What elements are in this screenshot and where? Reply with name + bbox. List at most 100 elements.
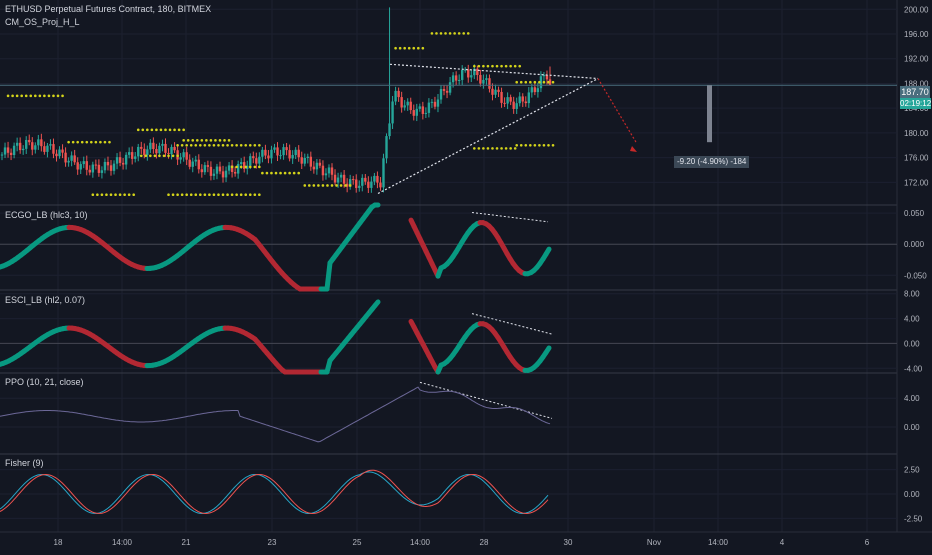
candle-body <box>31 142 33 149</box>
candle-body <box>4 147 6 154</box>
candle-body <box>119 157 121 163</box>
projection-dot <box>440 32 443 35</box>
projection-dot <box>538 81 541 84</box>
projection-dot <box>137 129 140 132</box>
candle-body <box>167 153 169 154</box>
oscillator-segment <box>546 249 549 254</box>
projection-dot <box>412 47 415 50</box>
projection-dot <box>505 147 508 150</box>
candle-body <box>225 171 227 178</box>
projection-dot <box>293 172 296 175</box>
projection-dot <box>496 65 499 68</box>
projection-dot <box>90 141 93 144</box>
projection-dot <box>146 129 149 132</box>
candle-body <box>1 155 3 156</box>
projection-dot <box>399 47 402 50</box>
x-tick-label: 14:00 <box>708 538 729 547</box>
projection-dot <box>518 65 521 68</box>
candle-body <box>25 140 27 149</box>
fisher-pane-title[interactable]: Fisher (9) <box>5 458 44 468</box>
candle-body <box>22 149 24 150</box>
projection-dot <box>43 95 46 98</box>
ppo-pane-title[interactable]: PPO (10, 21, close) <box>5 377 84 387</box>
overlay-indicator-title[interactable]: CM_OS_Proj_H_L <box>5 17 80 27</box>
projection-dot <box>96 193 99 196</box>
candle-body <box>107 162 109 165</box>
measure-bar <box>707 85 712 142</box>
candle-body <box>201 169 203 172</box>
projection-dot <box>149 154 152 157</box>
candle-body <box>182 152 184 157</box>
projection-dot <box>240 193 243 196</box>
candle-body <box>500 92 502 103</box>
esci-pane-title[interactable]: ESCI_LB (hl2, 0.07) <box>5 295 85 305</box>
projection-dot <box>254 166 257 169</box>
candle-body <box>276 147 278 155</box>
projection-dot <box>258 144 261 147</box>
candle-body <box>137 147 139 156</box>
candle-body <box>522 96 524 101</box>
projection-dot <box>16 95 19 98</box>
candle-body <box>204 165 206 172</box>
candle-body <box>358 186 360 188</box>
projection-dot <box>154 154 157 157</box>
candle-body <box>476 69 478 75</box>
projection-dot <box>266 172 269 175</box>
candle-body <box>370 182 372 188</box>
projection-dot <box>164 129 167 132</box>
projection-dot <box>105 193 108 196</box>
projection-dot <box>72 141 75 144</box>
projection-dot <box>408 47 411 50</box>
y-tick-label: -0.050 <box>904 271 927 280</box>
candle-body <box>80 164 82 169</box>
projection-dot <box>34 95 37 98</box>
candle-body <box>294 150 296 155</box>
candle-body <box>325 173 327 175</box>
candle-body <box>534 87 536 92</box>
projection-dot <box>235 144 238 147</box>
projection-dot <box>482 147 485 150</box>
projection-dot <box>403 47 406 50</box>
projection-dot <box>313 184 316 187</box>
projection-dot <box>57 95 60 98</box>
candle-body <box>161 144 163 146</box>
candle-body <box>179 157 181 159</box>
projection-dot <box>76 141 79 144</box>
projection-dot <box>496 147 499 150</box>
candle-body <box>195 160 197 162</box>
projection-dot <box>158 154 161 157</box>
candle-body <box>98 165 100 173</box>
projection-dot <box>204 144 207 147</box>
candle-body <box>422 106 424 114</box>
projection-dot <box>244 193 247 196</box>
candle-body <box>249 156 251 166</box>
projection-dot <box>487 65 490 68</box>
candle-body <box>86 161 88 170</box>
projection-dot <box>182 139 185 142</box>
projection-dot <box>181 193 184 196</box>
projection-dot <box>194 193 197 196</box>
ecgo-pane-title[interactable]: ECGO_LB (hlc3, 10) <box>5 210 88 220</box>
projection-dot <box>204 193 207 196</box>
candle-body <box>95 165 97 166</box>
candle-body <box>207 165 209 167</box>
projection-dot <box>543 144 546 147</box>
projection-dot <box>190 144 193 147</box>
y-tick-label: 196.00 <box>904 30 929 39</box>
y-tick-label: 0.00 <box>904 339 920 348</box>
projection-dot <box>128 193 131 196</box>
candle-body <box>440 89 442 99</box>
candle-body <box>37 139 39 145</box>
projection-dot <box>331 184 334 187</box>
projection-dot <box>210 139 213 142</box>
candle-body <box>352 179 354 180</box>
candle-body <box>158 146 160 153</box>
candle-body <box>104 162 106 170</box>
candle-body <box>198 160 200 170</box>
projection-dot <box>473 65 476 68</box>
projection-dot <box>110 193 113 196</box>
x-tick-label: 6 <box>865 538 870 547</box>
y-tick-label: 0.00 <box>904 423 920 432</box>
